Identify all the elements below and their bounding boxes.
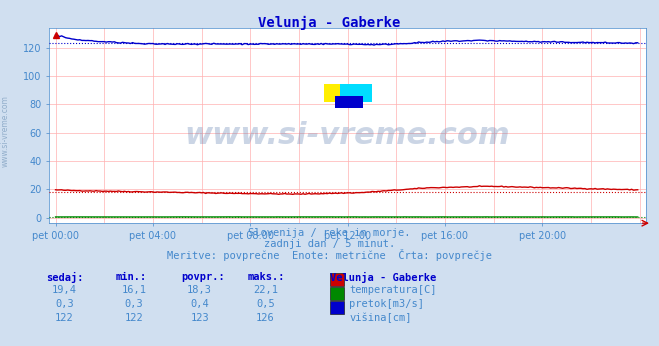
- Text: 126: 126: [256, 313, 275, 323]
- Text: www.si-vreme.com: www.si-vreme.com: [1, 95, 10, 167]
- Text: 122: 122: [55, 313, 74, 323]
- Text: sedaj:: sedaj:: [46, 272, 84, 283]
- Text: 0,3: 0,3: [55, 299, 74, 309]
- Text: Meritve: povprečne  Enote: metrične  Črta: povprečje: Meritve: povprečne Enote: metrične Črta:…: [167, 249, 492, 261]
- Text: 122: 122: [125, 313, 143, 323]
- Bar: [324, 84, 356, 102]
- Text: povpr.:: povpr.:: [181, 272, 225, 282]
- Text: Velunja - Gaberke: Velunja - Gaberke: [330, 272, 436, 283]
- Text: 22,1: 22,1: [253, 285, 278, 295]
- Text: 123: 123: [190, 313, 209, 323]
- Text: 0,5: 0,5: [256, 299, 275, 309]
- Text: pretok[m3/s]: pretok[m3/s]: [349, 299, 424, 309]
- Text: zadnji dan / 5 minut.: zadnji dan / 5 minut.: [264, 239, 395, 249]
- Bar: [340, 84, 372, 102]
- Text: 0,4: 0,4: [190, 299, 209, 309]
- Text: 0,3: 0,3: [125, 299, 143, 309]
- Text: maks.:: maks.:: [247, 272, 285, 282]
- Text: www.si-vreme.com: www.si-vreme.com: [185, 121, 511, 150]
- Text: Slovenija / reke in morje.: Slovenija / reke in morje.: [248, 228, 411, 238]
- Text: min.:: min.:: [115, 272, 146, 282]
- Text: 18,3: 18,3: [187, 285, 212, 295]
- Bar: [335, 96, 363, 108]
- Text: temperatura[C]: temperatura[C]: [349, 285, 437, 295]
- Text: 19,4: 19,4: [52, 285, 77, 295]
- Text: Velunja - Gaberke: Velunja - Gaberke: [258, 16, 401, 30]
- Text: 16,1: 16,1: [121, 285, 146, 295]
- Text: višina[cm]: višina[cm]: [349, 313, 412, 324]
